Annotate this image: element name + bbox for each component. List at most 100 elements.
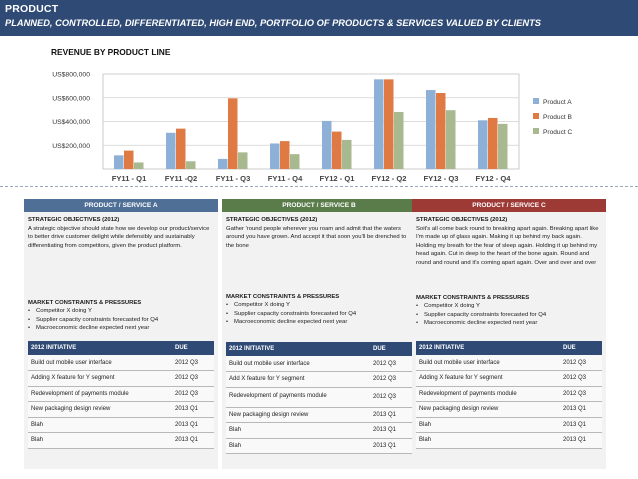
x-tick-label: FY12 - Q2: [371, 174, 406, 183]
bar: [498, 123, 508, 169]
initiative-name: Build out mobile user interface: [226, 356, 370, 372]
table-row: Blah 2013 Q1: [28, 417, 214, 433]
table-header-row: 2012 INITIATIVE DUE: [28, 341, 214, 355]
legend-swatch: [533, 113, 539, 119]
initiative-header: 2012 INITIATIVE: [28, 341, 172, 355]
list-item: Macroeconomic decline expected next year: [28, 324, 214, 333]
list-item: Macroeconomic decline expected next year: [416, 319, 602, 328]
initiative-due: 2012 Q3: [370, 387, 412, 408]
due-header: DUE: [560, 341, 602, 355]
bar: [270, 143, 280, 169]
constraints-list: Competitor X doing Y Supplier capacity c…: [28, 307, 214, 333]
initiative-due: 2012 Q3: [560, 355, 602, 371]
y-tick-label: US$400,000: [52, 119, 90, 126]
initiative-name: New packaging design review: [28, 401, 172, 418]
y-tick-label: US$600,000: [52, 95, 90, 102]
initiative-name: Redevelopment of payments module: [28, 386, 172, 402]
bar: [394, 112, 404, 169]
list-item: Supplier capacity constraints forecasted…: [226, 310, 412, 319]
initiative-name: Blah: [416, 432, 560, 449]
objectives-text: Soit's all come back round to breaking a…: [416, 225, 599, 266]
table-row: Add X feature for Y segment 2012 Q3: [226, 371, 412, 388]
initiative-name: Blah: [226, 438, 370, 454]
bar: [374, 79, 384, 169]
revenue-chart: US$200,000 US$400,000 US$600,000 US$800,000…: [52, 72, 573, 184]
table-row: Blah 2013 Q1: [226, 422, 412, 439]
bar: [228, 98, 238, 169]
initiative-name: New packaging design review: [226, 407, 370, 423]
legend-swatch: [533, 98, 539, 104]
table-header-row: 2012 INITIATIVE DUE: [416, 341, 602, 355]
list-item: Supplier capacity constraints forecasted…: [28, 316, 214, 325]
bar: [218, 158, 228, 169]
legend-label: Product B: [543, 114, 573, 121]
legend-swatch: [533, 128, 539, 134]
page-title: PRODUCT: [5, 3, 59, 15]
bar: [134, 162, 144, 169]
x-tick-label: FY11 -Q2: [165, 174, 198, 183]
x-tick-label: FY11 - Q4: [268, 174, 303, 183]
table-row: New packaging design review 2013 Q1: [226, 407, 412, 423]
initiative-due: 2013 Q1: [370, 407, 412, 423]
table-row: New packaging design review 2013 Q1: [416, 401, 602, 418]
constraints-heading: MARKET CONSTRAINTS & PRESSURES: [28, 299, 142, 306]
panel-product-c: PRODUCT / SERVICE C STRATEGIC OBJECTIVES…: [412, 199, 606, 469]
x-tick-label: FY11 - Q3: [216, 174, 251, 183]
objectives-heading: STRATEGIC OBJECTIVES (2012): [28, 217, 120, 223]
bar: [488, 117, 498, 169]
table-row: Build out mobile user interface 2012 Q3: [226, 356, 412, 372]
initiatives-table: 2012 INITIATIVE DUE Build out mobile use…: [416, 341, 602, 449]
table-row: Adding X feature for Y segment 2012 Q3: [28, 370, 214, 387]
bar: [124, 150, 134, 169]
initiative-name: Build out mobile user interface: [28, 355, 172, 371]
y-tick-label: US$200,000: [52, 143, 90, 150]
initiative-due: 2012 Q3: [560, 386, 602, 402]
initiative-due: 2013 Q1: [560, 401, 602, 418]
constraints-list: Competitor X doing Y Supplier capacity c…: [226, 301, 412, 327]
table-row: Redevelopment of payments module 2012 Q3: [416, 386, 602, 402]
table-row: Blah 2013 Q1: [416, 432, 602, 449]
objectives-heading: STRATEGIC OBJECTIVES (2012): [416, 217, 508, 223]
table-row: Blah 2013 Q1: [416, 417, 602, 433]
bar: [342, 139, 352, 169]
legend-label: Product A: [543, 99, 572, 106]
initiative-name: Blah: [28, 417, 172, 433]
list-item: Competitor X doing Y: [416, 302, 602, 311]
bar: [426, 90, 436, 169]
constraints-list: Competitor X doing Y Supplier capacity c…: [416, 302, 602, 328]
initiative-name: Adding X feature for Y segment: [416, 370, 560, 387]
initiative-due: 2012 Q3: [172, 386, 214, 402]
y-tick-label: US$800,000: [52, 72, 90, 79]
initiative-due: 2012 Q3: [370, 356, 412, 372]
initiative-due: 2013 Q1: [172, 417, 214, 433]
page-subtitle: PLANNED, CONTROLLED, DIFFERENTIATED, HIG…: [5, 18, 541, 28]
initiative-due: 2013 Q1: [172, 432, 214, 449]
x-tick-label: FY12 - Q4: [475, 174, 511, 183]
initiative-due: 2013 Q1: [370, 438, 412, 454]
initiative-due: 2012 Q3: [172, 355, 214, 371]
x-tick-label: FY11 - Q1: [112, 174, 147, 183]
initiative-due: 2012 Q3: [560, 370, 602, 387]
panel-product-a: PRODUCT / SERVICE A STRATEGIC OBJECTIVES…: [24, 199, 218, 469]
table-row: Build out mobile user interface 2012 Q3: [416, 355, 602, 371]
list-item: Competitor X doing Y: [28, 307, 214, 316]
table-row: Redevelopment of payments module 2012 Q3: [226, 387, 412, 408]
bar: [478, 120, 488, 169]
initiative-header: 2012 INITIATIVE: [416, 341, 560, 355]
table-row: New packaging design review 2013 Q1: [28, 401, 214, 418]
initiative-name: Build out mobile user interface: [416, 355, 560, 371]
x-tick-label: FY12 - Q3: [423, 174, 458, 183]
bar: [186, 161, 196, 169]
bar: [280, 141, 290, 169]
panel-header: PRODUCT / SERVICE A: [24, 199, 218, 212]
due-header: DUE: [172, 341, 214, 355]
section-divider: [0, 186, 638, 187]
page-header: PRODUCT PLANNED, CONTROLLED, DIFFERENTIA…: [0, 0, 638, 36]
bar: [166, 132, 176, 169]
bar: [322, 120, 332, 169]
initiative-due: 2012 Q3: [370, 371, 412, 388]
table-row: Blah 2013 Q1: [226, 438, 412, 454]
bar: [436, 93, 446, 169]
table-row: Blah 2013 Q1: [28, 432, 214, 449]
list-item: Supplier capacity constraints forecasted…: [416, 311, 602, 320]
